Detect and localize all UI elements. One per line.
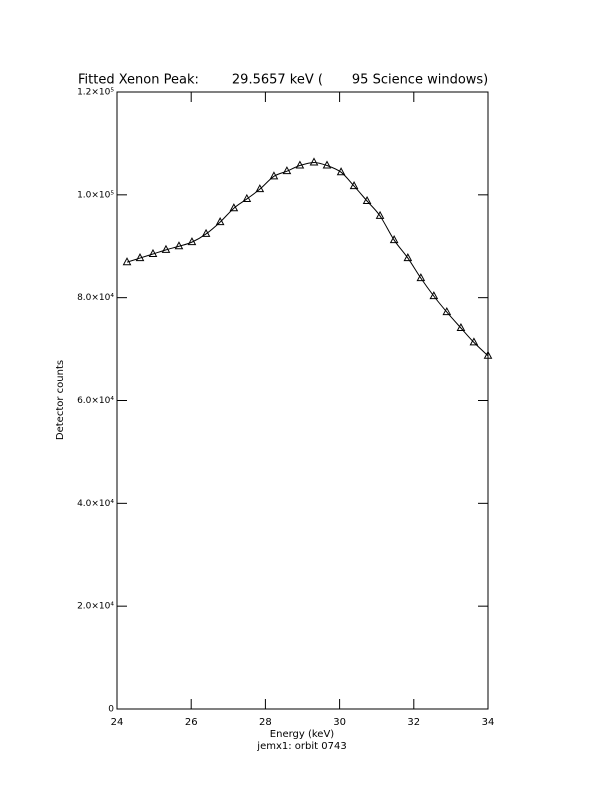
- y-tick-label: 0: [108, 705, 114, 715]
- data-point: [456, 322, 466, 332]
- data-point: [349, 181, 359, 190]
- data-point: [122, 257, 132, 266]
- data-point: [403, 253, 413, 262]
- fit-line: [126, 161, 489, 357]
- data-point: [215, 217, 225, 226]
- data-point: [282, 166, 292, 175]
- y-tick-label: 8.0×10⁴: [77, 293, 114, 303]
- data-point: [269, 171, 279, 180]
- data-point: [201, 228, 211, 237]
- data-point: [375, 210, 385, 219]
- data-point: [336, 167, 346, 176]
- data-point: [242, 193, 252, 202]
- data-point: [187, 237, 197, 246]
- chart-title: Fitted Xenon Peak: 29.5657 keV ( 95 Scie…: [78, 73, 488, 88]
- x-tick-label: 34: [482, 717, 495, 728]
- data-point: [416, 273, 426, 282]
- subtitle: jemx1: orbit 0743: [256, 741, 346, 752]
- data-point: [362, 195, 372, 205]
- x-tick-label: 26: [185, 717, 198, 728]
- x-tick-label: 32: [407, 717, 420, 728]
- y-tick-label: 6.0×10⁴: [77, 396, 114, 406]
- x-axis-label: Energy (keV): [270, 729, 335, 740]
- data-point: [429, 291, 439, 300]
- data-point: [469, 337, 479, 346]
- data-point: [442, 307, 452, 316]
- y-tick-label: 4.0×10⁴: [77, 499, 114, 509]
- x-tick-label: 28: [259, 717, 272, 728]
- data-point: [483, 350, 493, 359]
- data-point: [309, 157, 319, 166]
- y-tick-label: 1.2×10⁵: [77, 88, 114, 98]
- data-point: [295, 160, 305, 169]
- x-tick-label: 24: [111, 717, 124, 728]
- data-point: [229, 203, 239, 212]
- data-point: [389, 235, 399, 244]
- y-tick-label: 1.0×10⁵: [77, 190, 114, 200]
- data-point: [135, 253, 145, 262]
- data-point: [148, 248, 158, 257]
- y-axis-label: Detector counts: [55, 360, 66, 440]
- data-point: [161, 244, 171, 253]
- data-point: [322, 160, 332, 169]
- data-point: [255, 184, 265, 193]
- data-point: [174, 241, 184, 250]
- y-tick-label: 2.0×10⁴: [77, 602, 114, 612]
- x-tick-label: 30: [333, 717, 346, 728]
